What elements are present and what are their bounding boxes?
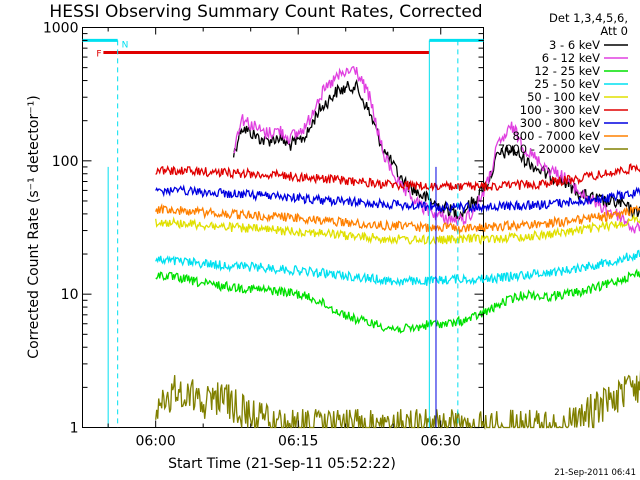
legend-label-25-50-kev: 25 - 50 keV <box>534 77 600 91</box>
legend-label-7000-20000-kev: 7000 - 20000 keV <box>498 142 600 156</box>
series-line-800-7000-kev <box>155 202 640 235</box>
legend-label-6-12-kev: 6 - 12 keV <box>542 51 600 65</box>
y-tick-label-10: 10 <box>61 287 79 303</box>
legend-label-800-7000-kev: 800 - 7000 keV <box>512 129 600 143</box>
series-line-300-800-kev <box>155 184 640 214</box>
legend-label-100-300-kev: 100 - 300 keV <box>520 103 600 117</box>
legend-label-50-100-kev: 50 - 100 keV <box>527 90 600 104</box>
x-tick-label-06-15: 06:15 <box>278 434 318 450</box>
x-axis-label: Start Time (21-Sep-11 05:52:22) <box>168 456 396 472</box>
legend-header-line-1: Det 1,3,4,5,6, <box>549 11 628 25</box>
series-line-12-25-kev <box>155 268 640 334</box>
timestamp: 21-Sep-2011 06:41 <box>554 468 636 478</box>
x-tick-label-06-00: 06:00 <box>135 434 175 450</box>
y-tick-label-1: 1 <box>70 421 79 437</box>
series-line-6-12-kev <box>233 66 640 234</box>
y-tick-label-1000: 1000 <box>43 21 79 37</box>
flare-marker: F <box>96 49 101 59</box>
legend-header-line-2: Att 0 <box>600 24 628 38</box>
night-marker: N <box>122 40 129 50</box>
series-line-3-6-kev <box>232 79 640 223</box>
legend-label-12-25-kev: 12 - 25 keV <box>534 64 600 78</box>
series-line-50-100-kev <box>155 213 640 246</box>
chart-title: HESSI Observing Summary Count Rates, Cor… <box>49 2 482 22</box>
legend-label-3-6-kev: 3 - 6 keV <box>549 38 600 52</box>
axes: 06:00 06:15 06:30 1 10 100 1000 <box>43 21 484 450</box>
series-line-100-300-kev <box>155 163 640 192</box>
chart-marks: FN <box>82 38 640 431</box>
series-line-7000-20000-kev <box>155 369 640 431</box>
y-axis-label: Corrected Count Rate (s⁻¹ detector⁻¹) <box>26 95 42 358</box>
series-line-25-50-kev <box>155 249 640 287</box>
y-tick-label-100: 100 <box>52 154 79 170</box>
legend-label-300-800-kev: 300 - 800 keV <box>520 116 600 130</box>
x-tick-label-06-30: 06:30 <box>421 434 461 450</box>
